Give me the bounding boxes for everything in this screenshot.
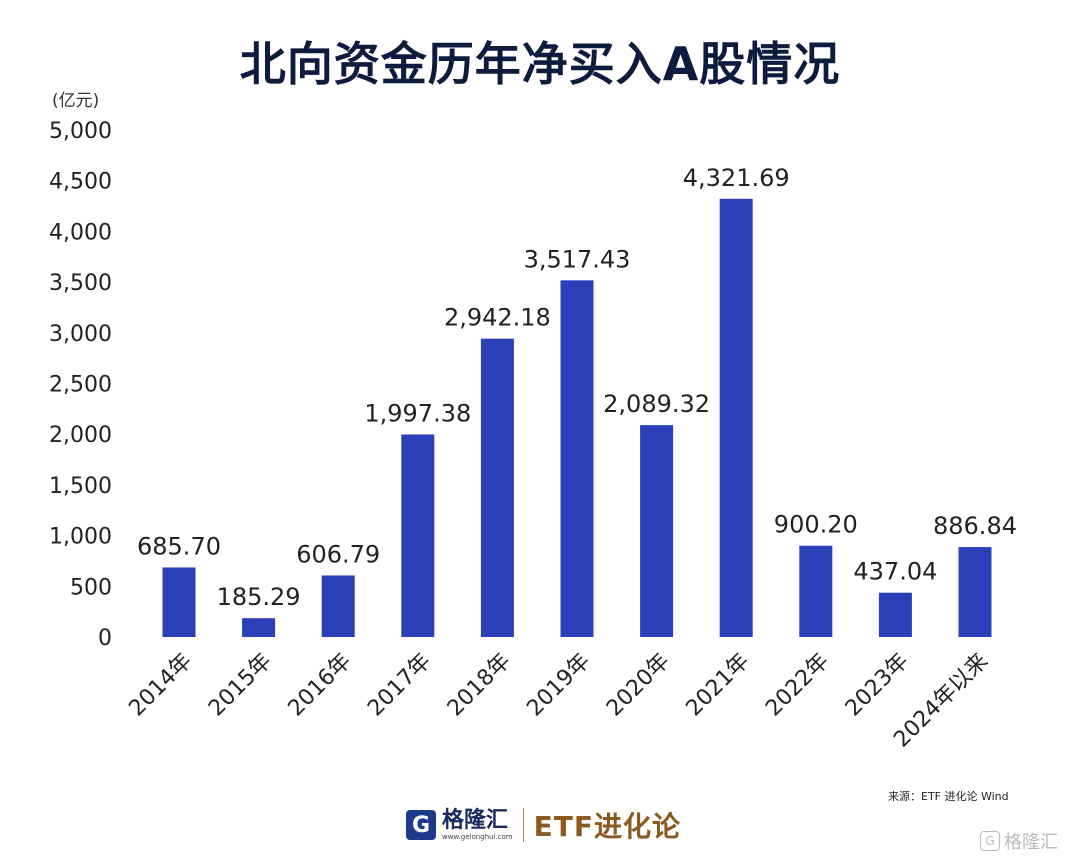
y-tick-label: 500 [70,575,112,600]
y-tick-label: 5,000 [49,119,112,144]
logo-url: www.gelonghui.com [442,832,513,841]
x-tick-label: 2017年 [363,649,436,722]
x-tick-label: 2014年 [124,649,197,722]
bar [480,338,514,637]
data-label: 606.79 [296,540,380,568]
bar [640,425,674,637]
y-axis-ticks: 5,000 4,500 4,000 3,500 3,000 2,500 2,000 1,500… [49,119,112,651]
bars [162,198,992,637]
y-tick-label: 0 [98,626,112,651]
y-tick-label: 1,000 [49,525,112,550]
bar [719,198,753,637]
data-label: 4,321.69 [683,164,790,192]
source-note: 来源：ETF 进化论 Wind [888,790,1009,803]
bar-chart: (亿元) 5,000 4,500 4,000 3,500 3,000 2,500 2,000… [49,91,1017,753]
bar [321,575,355,637]
logo-name: 格隆汇 [442,807,509,833]
x-tick-label: 2018年 [443,649,516,722]
x-tick-label: 2023年 [841,649,914,722]
watermark-text: 格隆汇 [1004,832,1058,853]
y-tick-label: 4,000 [49,220,112,245]
x-tick-label: 2015年 [204,649,277,722]
bar [878,592,912,637]
data-label: 2,942.18 [444,304,551,332]
y-tick-label: 2,000 [49,423,112,448]
x-tick-label: 2016年 [284,649,357,722]
data-label: 2,089.32 [603,390,710,418]
y-tick-label: 3,500 [49,271,112,296]
gelonghui-logo-text: 格隆汇 www.gelonghui.com [442,807,513,842]
bar [958,547,992,637]
bar [162,567,196,637]
data-label: 886.84 [933,512,1017,540]
x-tick-label: 2021年 [682,649,755,722]
bar [401,434,435,637]
chart-title: 北向资金历年净买入A股情况 [239,37,841,91]
x-tick-label: 2022年 [761,649,834,722]
gelonghui-logo-icon: G [406,810,436,840]
bar [799,545,833,637]
y-tick-label: 4,500 [49,170,112,195]
footer-divider [522,808,524,842]
y-tick-label: 2,500 [49,373,112,398]
bar [242,618,276,637]
data-label: 685.70 [137,532,221,560]
x-tick-label: 2020年 [602,649,675,722]
data-label: 900.20 [774,511,858,539]
x-tick-label: 2019年 [522,649,595,722]
y-tick-label: 3,000 [49,322,112,347]
etf-brand: ETF进化论 [533,810,681,843]
y-unit-label: (亿元) [52,91,99,111]
data-label: 1,997.38 [364,399,471,427]
watermark-logo-icon: G [980,831,1000,851]
data-label: 185.29 [217,583,301,611]
bar [560,280,594,637]
watermark: G 格隆汇 [980,828,1058,854]
data-label: 437.04 [853,558,937,586]
data-label: 3,517.43 [524,245,631,273]
y-tick-label: 1,500 [49,474,112,499]
x-axis-ticks: 2014年 2015年 2016年 2017年 2018年 2019年 2020年 2021年… [124,649,993,753]
footer-branding: G 格隆汇 www.gelonghui.com ETF进化论 [406,803,681,847]
data-labels: 685.70 185.29 606.79 1,997.38 2,942.18 3,517.… [137,164,1017,611]
